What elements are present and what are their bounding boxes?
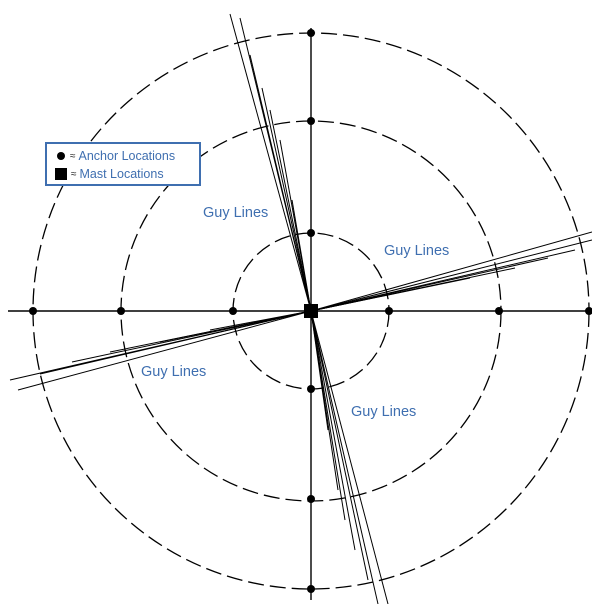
anchor-point	[495, 307, 503, 315]
anchor-point	[307, 229, 315, 237]
mast-square-icon	[55, 168, 67, 180]
legend-anchor-label: Anchor Locations	[78, 149, 176, 163]
anchor-point	[117, 307, 125, 315]
legend-mast-row: ≈ Mast Locations	[55, 165, 164, 183]
anchor-point	[385, 307, 393, 315]
legend-anchor-row: ≈ Anchor Locations	[55, 147, 175, 165]
anchor-point	[307, 585, 315, 593]
guy-lines-label-right: Guy Lines	[384, 243, 450, 259]
mast-square	[304, 304, 318, 318]
approx-symbol: ≈	[70, 150, 76, 162]
anchor-point	[585, 307, 592, 315]
guy-lines-upper	[229, 13, 312, 312]
guy-lines-lower	[310, 310, 389, 604]
anchor-point	[29, 307, 37, 315]
anchor-dot-icon	[57, 152, 65, 160]
guy-lines-label-upper-left: Guy Lines	[203, 205, 269, 221]
anchor-point	[229, 307, 237, 315]
legend: ≈ Anchor Locations ≈ Mast Locations	[45, 142, 201, 186]
guy-lines-label-lower-left: Guy Lines	[141, 364, 207, 380]
guy-lines-right	[310, 231, 592, 312]
guy-lines-label-lower-right: Guy Lines	[351, 404, 417, 420]
guy-lines-lower-left	[9, 310, 312, 391]
anchor-point	[307, 29, 315, 37]
anchor-point	[307, 117, 315, 125]
anchor-point	[307, 495, 315, 503]
anchor-point	[307, 385, 315, 393]
approx-symbol: ≈	[71, 168, 77, 180]
legend-mast-label: Mast Locations	[79, 167, 164, 181]
